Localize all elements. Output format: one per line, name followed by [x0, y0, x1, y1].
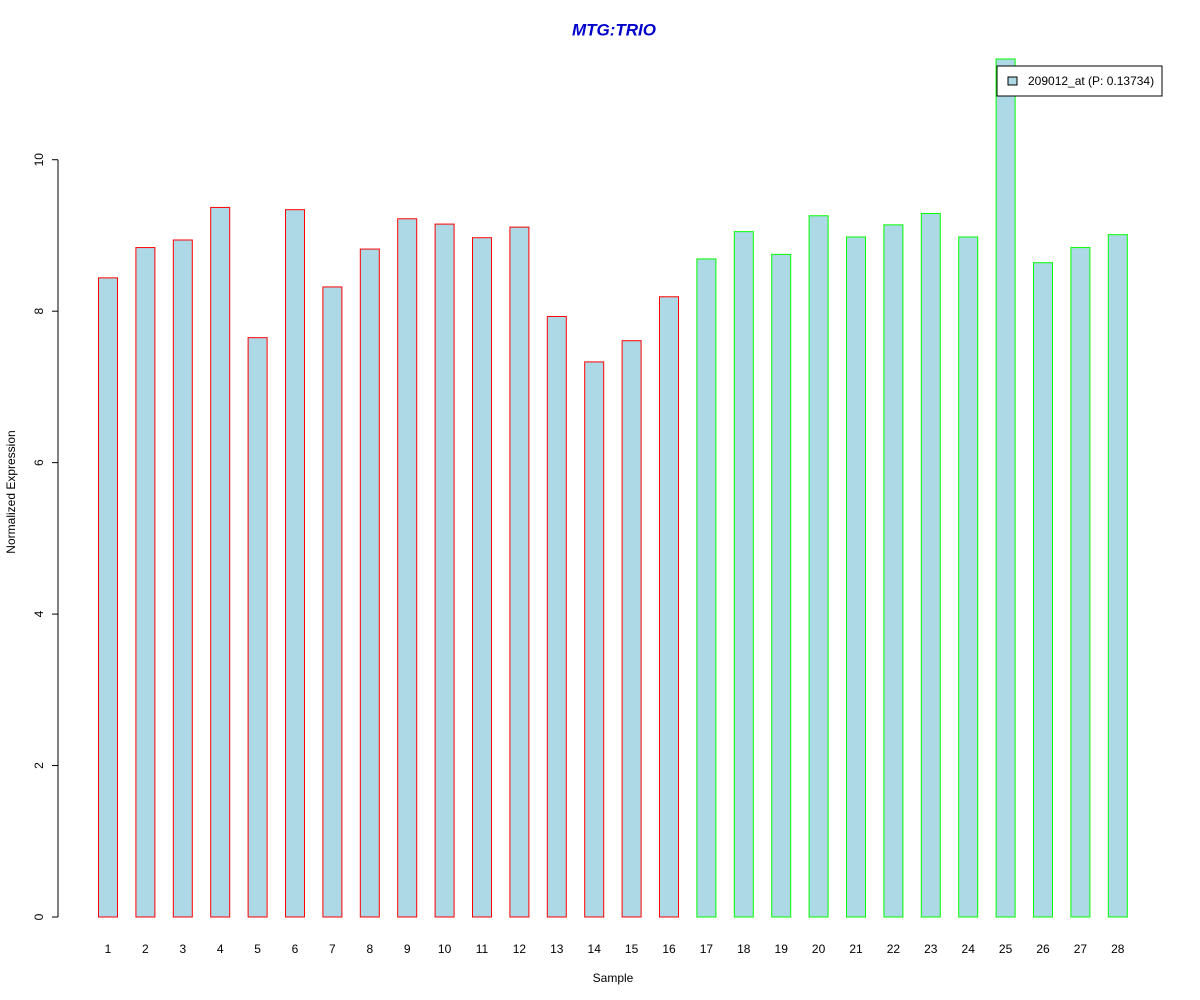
legend-swatch	[1007, 76, 1018, 86]
x-tick-label: 11	[476, 942, 489, 956]
x-tick-label: 12	[513, 942, 527, 956]
bar	[98, 277, 118, 918]
x-tick-label: 14	[588, 942, 602, 956]
x-axis-label: Sample	[593, 971, 634, 985]
bar	[1033, 262, 1053, 918]
x-tick-label: 24	[962, 942, 976, 956]
bar	[1070, 247, 1091, 918]
bar	[210, 206, 231, 918]
x-tick-label: 15	[625, 942, 639, 956]
x-tick-label: 4	[217, 942, 224, 956]
bar	[584, 361, 605, 918]
x-tick-label: 18	[737, 942, 751, 956]
bar	[771, 253, 792, 918]
x-tick-label: 2	[142, 942, 149, 956]
y-axis-label: Normalized Expression	[4, 430, 18, 553]
bar	[846, 236, 866, 918]
bar	[958, 236, 979, 918]
legend-label: 209012_at (P: 0.13734)	[1028, 74, 1154, 88]
x-tick-label: 19	[775, 942, 789, 956]
x-tick-label: 16	[662, 942, 676, 956]
y-tick-label: 6	[32, 459, 46, 466]
x-tick-label: 28	[1111, 942, 1125, 956]
x-tick-label: 25	[999, 942, 1013, 956]
bar	[733, 231, 754, 918]
y-tick-label: 4	[32, 610, 46, 617]
bar	[621, 340, 642, 918]
bar	[546, 315, 567, 918]
x-tick-label: 27	[1074, 942, 1088, 956]
bar	[995, 58, 1016, 918]
bar	[509, 226, 530, 918]
bar	[472, 237, 492, 918]
x-tick-label: 10	[438, 942, 452, 956]
x-tick-label: 3	[179, 942, 186, 956]
x-tick-label: 21	[849, 942, 863, 956]
bar	[285, 209, 305, 918]
chart-title: MTG:TRIO	[572, 20, 656, 39]
bar	[883, 224, 904, 918]
y-tick-label: 2	[32, 762, 46, 769]
x-tick-label: 8	[366, 942, 373, 956]
bar	[1107, 234, 1128, 918]
bar	[434, 223, 455, 918]
x-tick-label: 26	[1036, 942, 1050, 956]
legend-box	[996, 65, 1163, 97]
x-tick-label: 5	[254, 942, 261, 956]
x-tick-label: 17	[700, 942, 714, 956]
x-tick-label: 23	[924, 942, 938, 956]
bar	[920, 212, 941, 918]
y-tick-label: 10	[32, 153, 46, 167]
bar	[322, 286, 343, 918]
bar	[172, 239, 193, 918]
x-tick-label: 22	[887, 942, 901, 956]
y-tick-label: 0	[32, 913, 46, 920]
bar	[135, 247, 156, 918]
bar	[397, 218, 418, 918]
x-tick-label: 9	[404, 942, 411, 956]
bar	[696, 258, 717, 918]
x-tick-label: 1	[105, 942, 112, 956]
y-tick-label: 8	[32, 308, 46, 315]
bar	[247, 337, 268, 918]
x-tick-label: 6	[292, 942, 299, 956]
bar	[808, 215, 829, 918]
x-tick-label: 20	[812, 942, 826, 956]
x-tick-label: 7	[329, 942, 336, 956]
bar	[359, 248, 380, 918]
x-tick-label: 13	[550, 942, 564, 956]
bar	[659, 296, 679, 918]
